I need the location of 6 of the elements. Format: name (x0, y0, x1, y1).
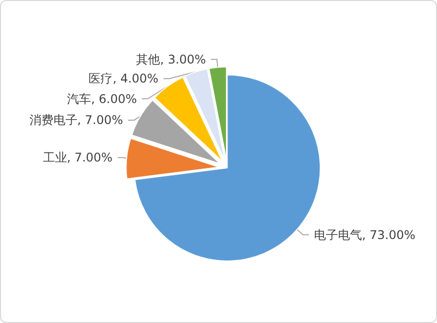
slice-label: 医疗, 4.00% (88, 72, 158, 86)
slice-label: 消费电子, 7.00% (29, 113, 124, 128)
slice-label: 其他, 3.00% (136, 52, 206, 66)
slice-label: 电子电气, 73.00% (314, 228, 416, 242)
slice-label: 工业, 7.00% (42, 150, 113, 165)
slice-label: 汽车, 6.00% (67, 92, 137, 106)
